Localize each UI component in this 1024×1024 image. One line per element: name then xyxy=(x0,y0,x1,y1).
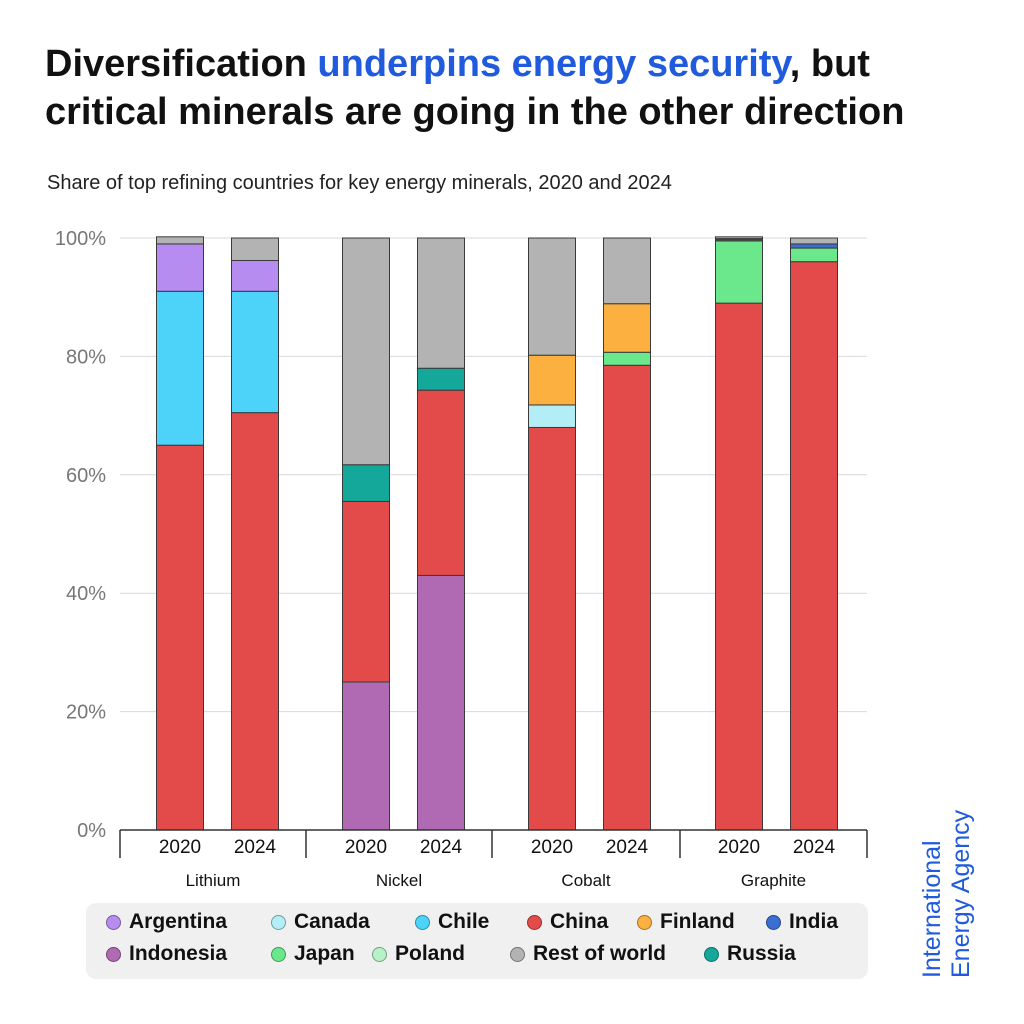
bar-segment xyxy=(156,243,204,292)
y-tick-label: 100% xyxy=(55,228,106,250)
x-tick-label: 2020 xyxy=(718,837,760,858)
title-part2: , but critical minerals are going in the… xyxy=(45,43,905,133)
legend-swatch xyxy=(766,914,781,930)
bar-segment xyxy=(715,236,763,240)
bar-segment xyxy=(417,389,465,576)
legend-label: Argentina xyxy=(129,910,228,933)
legend-swatch xyxy=(704,946,719,962)
bar-segment xyxy=(156,444,204,831)
legend-item-chile: Chile xyxy=(415,910,489,934)
bar-segment xyxy=(528,404,576,428)
legend: Argentina Canada Chile China Finland Ind… xyxy=(86,903,868,979)
bar-segment xyxy=(603,303,651,353)
bar-segment xyxy=(790,247,838,263)
bar-segment xyxy=(231,412,279,831)
logo-line-1: International xyxy=(918,840,946,978)
legend-item-poland: Poland xyxy=(372,942,465,966)
x-tick-label: 2020 xyxy=(345,837,387,858)
x-tick-label: 2020 xyxy=(159,837,201,858)
bar-segment xyxy=(603,364,651,831)
legend-swatch xyxy=(527,914,542,930)
legend-label: Chile xyxy=(438,910,490,933)
bar-segment xyxy=(417,367,465,391)
chart-title: Diversification underpins energy securit… xyxy=(45,40,995,136)
bar-segment xyxy=(603,351,651,366)
bar-segment xyxy=(231,237,279,261)
legend-item-rest-of-world: Rest of world xyxy=(510,942,666,966)
group-label: Lithium xyxy=(186,871,241,890)
bar-segment xyxy=(231,290,279,414)
title-part1: Diversification xyxy=(45,43,318,85)
legend-item-finland: Finland xyxy=(637,910,735,934)
y-tick-label: 80% xyxy=(66,346,106,368)
x-tick-label: 2024 xyxy=(420,837,463,858)
legend-label: Finland xyxy=(660,910,735,933)
bar-segment xyxy=(231,259,279,292)
x-tick-label: 2020 xyxy=(531,837,573,858)
legend-label: Poland xyxy=(395,942,466,965)
bar-segment xyxy=(417,574,465,831)
legend-item-canada: Canada xyxy=(271,910,370,934)
bar-segment xyxy=(342,237,390,466)
logo-line-2: Energy Agency xyxy=(947,809,975,978)
legend-swatch xyxy=(510,946,525,962)
y-tick-label: 20% xyxy=(66,702,106,724)
legend-item-indonesia: Indonesia xyxy=(106,942,227,966)
legend-label: Rest of world xyxy=(533,942,667,965)
bar-segment xyxy=(528,354,576,406)
legend-swatch xyxy=(372,946,387,962)
bar-segment xyxy=(342,681,390,831)
legend-label: Japan xyxy=(294,942,355,965)
bar-segment xyxy=(790,261,838,831)
y-tick-label: 0% xyxy=(77,820,106,842)
legend-item-russia: Russia xyxy=(704,942,796,966)
bar-segment xyxy=(528,426,576,831)
bar-segment xyxy=(790,237,838,245)
legend-swatch xyxy=(106,946,121,962)
bar-segment xyxy=(156,236,204,245)
legend-label: China xyxy=(550,910,609,933)
bar-segment xyxy=(790,243,838,249)
title-accent: underpins energy security xyxy=(317,43,790,85)
legend-label: Canada xyxy=(294,910,370,933)
bar-segment xyxy=(342,464,390,502)
bar-segment xyxy=(417,237,465,369)
group-label: Cobalt xyxy=(561,871,610,890)
legend-item-china: China xyxy=(527,910,608,934)
legend-label: India xyxy=(789,910,839,933)
legend-swatch xyxy=(637,914,652,930)
y-tick-label: 40% xyxy=(66,583,106,605)
bar-segment xyxy=(715,302,763,831)
group-label: Nickel xyxy=(376,871,422,890)
legend-label: Russia xyxy=(727,942,796,965)
legend-swatch xyxy=(106,914,121,930)
legend-label: Indonesia xyxy=(129,942,228,965)
chart-subtitle: Share of top refining countries for key … xyxy=(47,172,672,194)
x-tick-label: 2024 xyxy=(606,837,649,858)
iea-logo: International Energy Agency xyxy=(918,810,976,978)
bar-segment xyxy=(342,500,390,683)
bar-segment xyxy=(156,290,204,446)
bar-segment xyxy=(603,237,651,305)
group-label: Graphite xyxy=(741,871,806,890)
legend-swatch xyxy=(271,914,286,930)
legend-swatch xyxy=(271,946,286,962)
legend-item-india: India xyxy=(766,910,838,934)
legend-swatch xyxy=(415,914,430,930)
y-tick-label: 60% xyxy=(66,465,106,487)
x-tick-label: 2024 xyxy=(234,837,277,858)
bar-segment xyxy=(715,240,763,304)
x-tick-label: 2024 xyxy=(793,837,836,858)
legend-item-japan: Japan xyxy=(271,942,355,966)
legend-item-argentina: Argentina xyxy=(106,910,227,934)
bar-segment xyxy=(528,237,576,356)
